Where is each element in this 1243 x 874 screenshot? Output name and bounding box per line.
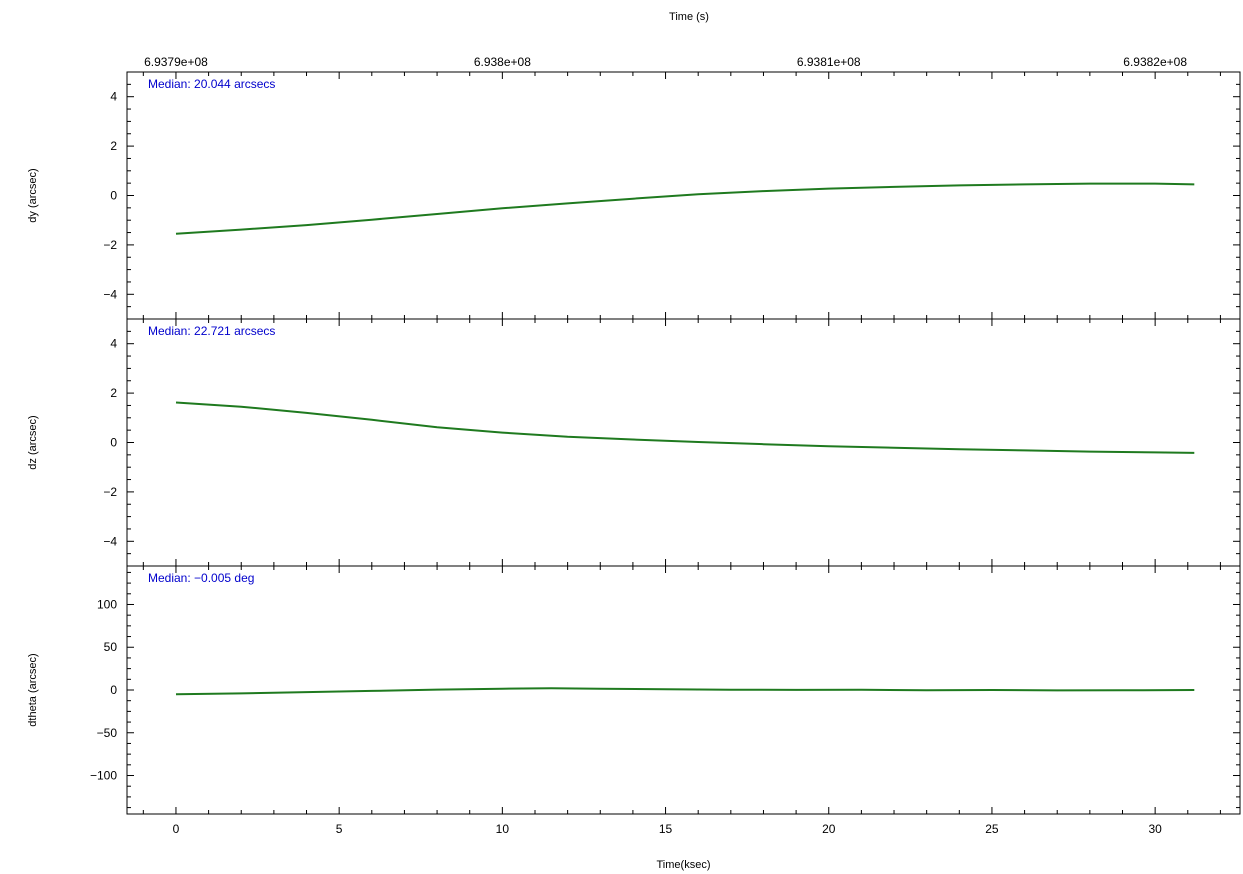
- median-label-dy: Median: 20.044 arcsecs: [148, 77, 275, 91]
- x-tick-label: 5: [336, 822, 343, 836]
- panel-dy: −4 −2 0 2 4 dy (arcsec) Median: 20.044 arcsecs: [27, 71, 1241, 320]
- y-axis-title-dtheta: dtheta (arcsec): [27, 653, 39, 726]
- x-tick-label: 30: [1148, 822, 1162, 836]
- y-tick-label: 2: [110, 386, 117, 400]
- x-tick-label: 15: [659, 822, 673, 836]
- series-line-dtheta: [175, 687, 1195, 696]
- y-tick-label: −2: [103, 485, 117, 499]
- y-tick-label: −50: [97, 726, 118, 740]
- top-axis-tick-labels: 6.9379e+08 6.938e+08 6.9381e+08 6.9382e+08: [144, 55, 1187, 69]
- y-tick-label: 0: [110, 436, 117, 450]
- y-tick-label: −100: [90, 769, 117, 783]
- top-axis-tick-label: 6.9382e+08: [1123, 55, 1187, 69]
- y-tick-label: 0: [110, 189, 117, 203]
- y-tick-label: 4: [110, 90, 117, 104]
- series-line-dy: [175, 182, 1195, 235]
- x-axis-title: Time(ksec): [657, 859, 711, 871]
- y-tick-label: −4: [103, 534, 117, 548]
- panel-dz: −4 −2 0 2 4 dz (arcsec) Median: 22.721 arcsecs: [27, 318, 1241, 567]
- top-axis-tick-label: 6.938e+08: [474, 55, 531, 69]
- x-tick-label: 25: [985, 822, 999, 836]
- panel-dtheta: 0 5 10 15 20 25 30 −100 −50 0 50 100 dtheta (arcsec)…: [27, 565, 1241, 871]
- median-label-dtheta: Median: −0.005 deg: [148, 571, 254, 585]
- y-axis-title-dy: dy (arcsec): [27, 168, 39, 222]
- y-tick-label: 4: [110, 337, 117, 351]
- y-tick-label: −4: [103, 287, 117, 301]
- y-tick-label: −2: [103, 238, 117, 252]
- y-tick-label: 100: [97, 597, 117, 611]
- top-axis-tick-label: 6.9381e+08: [797, 55, 861, 69]
- top-axis-title: Time (s): [669, 11, 709, 23]
- x-tick-label: 10: [496, 822, 510, 836]
- top-axis-tick-label: 6.9379e+08: [144, 55, 208, 69]
- x-tick-label: 20: [822, 822, 836, 836]
- chart-panels: −4 −2 0 2 4 dy (arcsec) Median: 20.044 arcsecs…: [27, 71, 1241, 871]
- panel-frame-dz: [126, 318, 1241, 567]
- y-tick-label: 0: [110, 683, 117, 697]
- y-axis-title-dz: dz (arcsec): [27, 415, 39, 469]
- x-tick-label: 0: [173, 822, 180, 836]
- y-tick-label: 50: [104, 640, 118, 654]
- median-label-dz: Median: 22.721 arcsecs: [148, 324, 275, 338]
- series-line-dz: [175, 401, 1195, 454]
- y-tick-label: 2: [110, 139, 117, 153]
